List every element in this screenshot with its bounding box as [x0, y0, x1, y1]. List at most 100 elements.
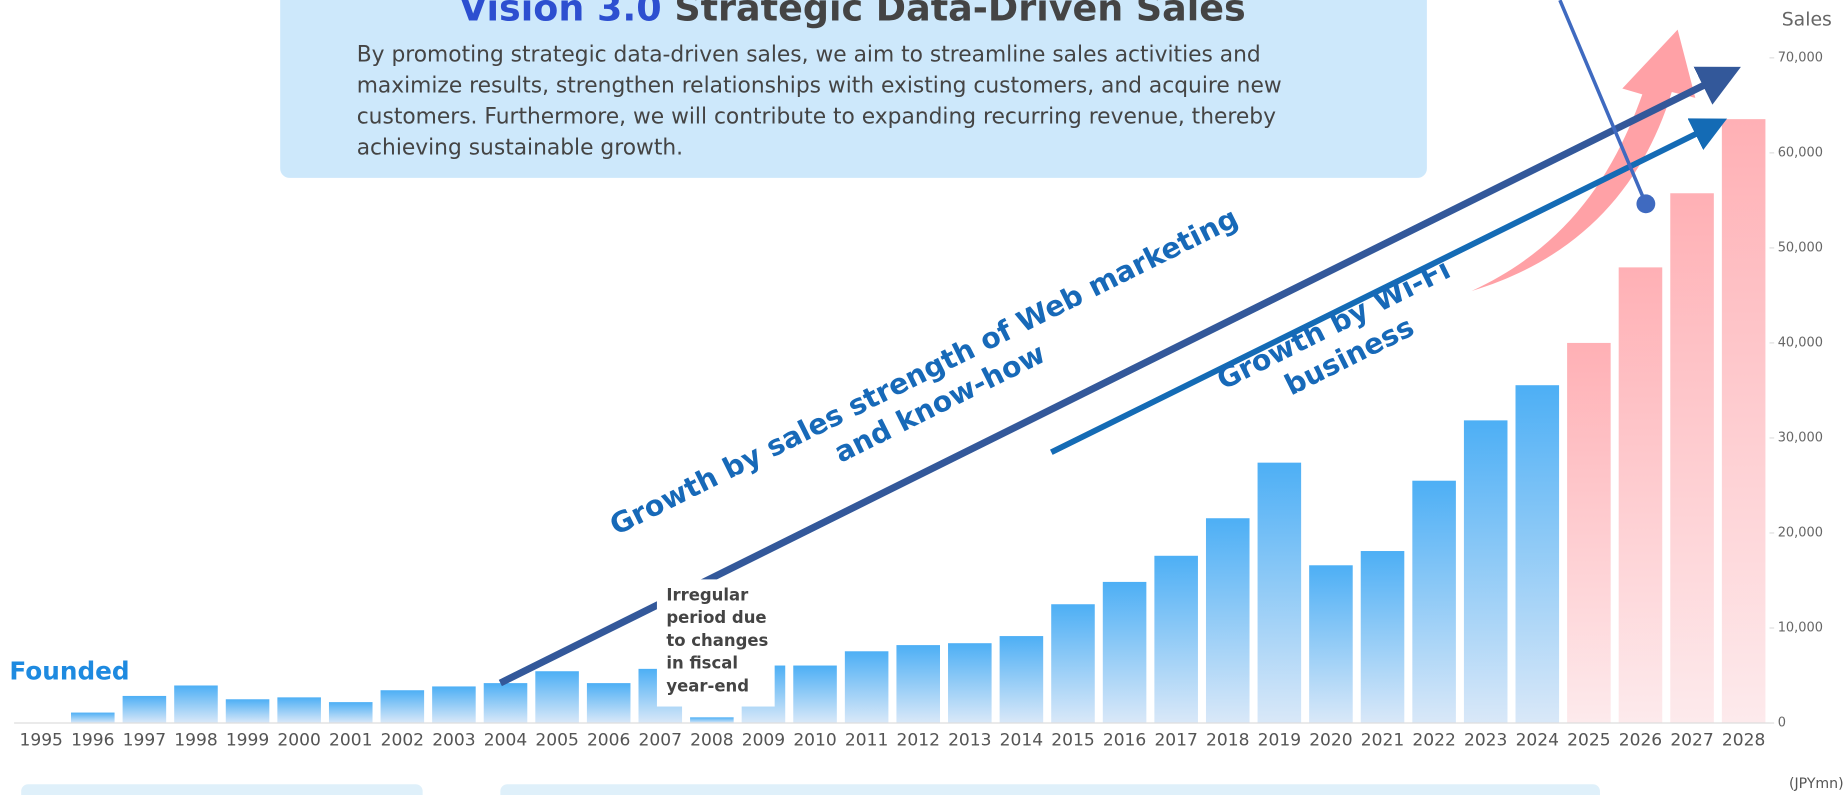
description-line: customers. Furthermore, we will contribu… [357, 104, 1276, 129]
x-tick-label: 2020 [1309, 731, 1352, 751]
bar [1257, 462, 1302, 724]
x-tick-label: 2002 [381, 731, 424, 751]
y-tick-label: 70,000 [1778, 50, 1823, 65]
bar [1360, 551, 1405, 724]
bar [71, 712, 115, 724]
x-tick-label: 1995 [19, 731, 62, 751]
x-tick-label: 2008 [690, 731, 733, 751]
x-tick-label: 2022 [1412, 731, 1455, 751]
bar [586, 683, 631, 724]
bar [844, 651, 889, 724]
bar [380, 690, 425, 724]
y-tick-label: 30,000 [1778, 430, 1823, 445]
note-box [656, 579, 775, 707]
y-tick-label: 20,000 [1778, 525, 1823, 540]
bar [1102, 581, 1147, 724]
x-tick-label: 2001 [329, 731, 372, 751]
x-tick-label: 2023 [1464, 731, 1507, 751]
x-tick-label: 2017 [1154, 731, 1197, 751]
wifi-arrow [1050, 118, 1728, 455]
growth-arrow [1471, 29, 1696, 291]
bar [793, 665, 837, 724]
x-tick-label: 2016 [1103, 731, 1146, 751]
title-text: Strategic Data-Driven Sales [674, 0, 1245, 29]
bar [1205, 518, 1250, 724]
bottom-panel [21, 784, 423, 799]
description-line: achieving sustainable growth. [357, 135, 683, 160]
y-tick-label: 60,000 [1778, 145, 1823, 160]
y-tick-label: 50,000 [1778, 240, 1823, 255]
x-tick-label: 2003 [432, 731, 475, 751]
x-tick-label: 2018 [1206, 731, 1249, 751]
x-tick-label: 2021 [1361, 731, 1404, 751]
x-tick-label: 2014 [1000, 731, 1043, 751]
bar [999, 636, 1044, 724]
x-tick-label: 2015 [1051, 731, 1094, 751]
unit-label: (JPYmn) [1789, 776, 1844, 792]
x-tick-label: 2028 [1722, 731, 1765, 751]
bar [174, 685, 218, 724]
title-box [280, 0, 1427, 178]
pointer-line [1558, 0, 1648, 205]
chart-title: Vision 3.0 Strategic Data-Driven Sales [459, 0, 1246, 29]
bar [1721, 119, 1766, 724]
description-line: maximize results, strengthen relationshi… [357, 73, 1282, 98]
note-text: period due [666, 608, 766, 627]
note-text: year-end [666, 676, 749, 695]
x-tick-label: 2010 [793, 731, 836, 751]
description-line: By promoting strategic data-driven sales… [357, 42, 1261, 67]
bar [277, 697, 321, 724]
bar [1515, 385, 1560, 724]
note-text: in fiscal [666, 654, 738, 673]
bar [1567, 342, 1611, 724]
bar [1670, 193, 1714, 724]
bar [948, 643, 992, 724]
y-tick-label: 0 [1778, 716, 1786, 731]
growth-label: Growth by sales strength of Web marketin… [605, 201, 1244, 542]
x-tick-label: 2027 [1670, 731, 1713, 751]
x-tick-label: 2007 [639, 731, 682, 751]
bar [1051, 604, 1095, 724]
growth-text: Growth by sales strength of Web marketin… [605, 201, 1244, 542]
bar [1618, 267, 1663, 724]
bar [1412, 480, 1456, 724]
x-tick-label: 1997 [123, 731, 166, 751]
bar [535, 671, 579, 724]
x-tick-label: 1998 [174, 731, 217, 751]
x-tick-label: 2025 [1567, 731, 1610, 751]
y-tick-label: 10,000 [1778, 620, 1823, 635]
bar [483, 683, 528, 724]
bar [225, 699, 270, 724]
x-tick-label: 1996 [71, 731, 114, 751]
y-axis-title: Sales [1782, 10, 1832, 31]
x-tick-label: 2005 [535, 731, 578, 751]
x-tick-label: 2006 [587, 731, 630, 751]
x-tick-label: 2011 [845, 731, 888, 751]
bar [432, 686, 476, 724]
x-tick-label: 2024 [1516, 731, 1559, 751]
bottom-panel [500, 784, 1600, 799]
bar [122, 695, 167, 724]
bar [690, 717, 734, 724]
bars [71, 119, 1766, 724]
bar [1154, 555, 1198, 724]
x-tick-label: 2004 [484, 731, 527, 751]
bar [328, 702, 373, 724]
x-tick-label: 2009 [742, 731, 785, 751]
x-tick-label: 2012 [897, 731, 940, 751]
x-tick-label: 2026 [1619, 731, 1662, 751]
x-tick-label: 2000 [277, 731, 320, 751]
note-text: Irregular [666, 585, 749, 604]
pointer-dot [1636, 194, 1656, 214]
bar [896, 645, 941, 724]
bar [1463, 420, 1508, 724]
title-highlight: Vision 3.0 [459, 0, 662, 29]
x-tick-label: 1999 [226, 731, 269, 751]
note-text: to changes [666, 631, 768, 650]
x-tick-label: 2013 [948, 731, 991, 751]
y-tick-label: 40,000 [1778, 335, 1823, 350]
founded-label: Founded [9, 656, 129, 685]
